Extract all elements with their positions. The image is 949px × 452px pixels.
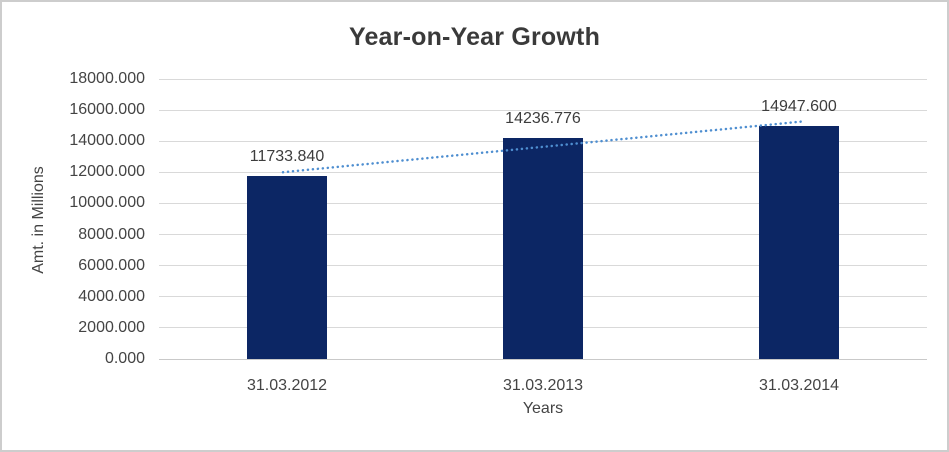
x-axis-line	[159, 358, 927, 360]
chart-title: Year-on-Year Growth	[348, 23, 601, 51]
bar-31.03.2013	[503, 137, 583, 359]
linear-trendline	[281, 120, 805, 174]
y-tick-label: 16000.000	[69, 101, 145, 119]
x-category-label: 31.03.2013	[502, 377, 584, 394]
y-tick-label: 2000.000	[78, 318, 145, 336]
y-tick-label: 10000.000	[69, 194, 145, 212]
gridline	[159, 109, 927, 111]
trendline-layer	[281, 120, 805, 174]
plot-area	[159, 78, 927, 360]
y-tick-label: 4000.000	[78, 287, 145, 305]
bar-31.03.2012	[247, 176, 327, 359]
data-label: 14947.600	[761, 98, 837, 116]
y-tick-label: 0.000	[104, 350, 145, 367]
data-label: 11733.840	[249, 148, 325, 166]
y-tick-label: 8000.000	[78, 225, 145, 243]
bar-31.03.2014	[759, 126, 839, 359]
gridline	[159, 78, 927, 80]
x-category-label: 31.03.2014	[758, 377, 840, 394]
data-label: 14236.776	[505, 109, 581, 127]
y-tick-label: 6000.000	[78, 256, 145, 274]
x-axis-title: Years	[522, 400, 564, 417]
y-tick-label: 12000.000	[69, 163, 145, 181]
y-tick-label: 14000.000	[69, 132, 145, 150]
y-tick-label: 18000.000	[69, 70, 145, 87]
x-category-label: 31.03.2012	[246, 377, 328, 394]
